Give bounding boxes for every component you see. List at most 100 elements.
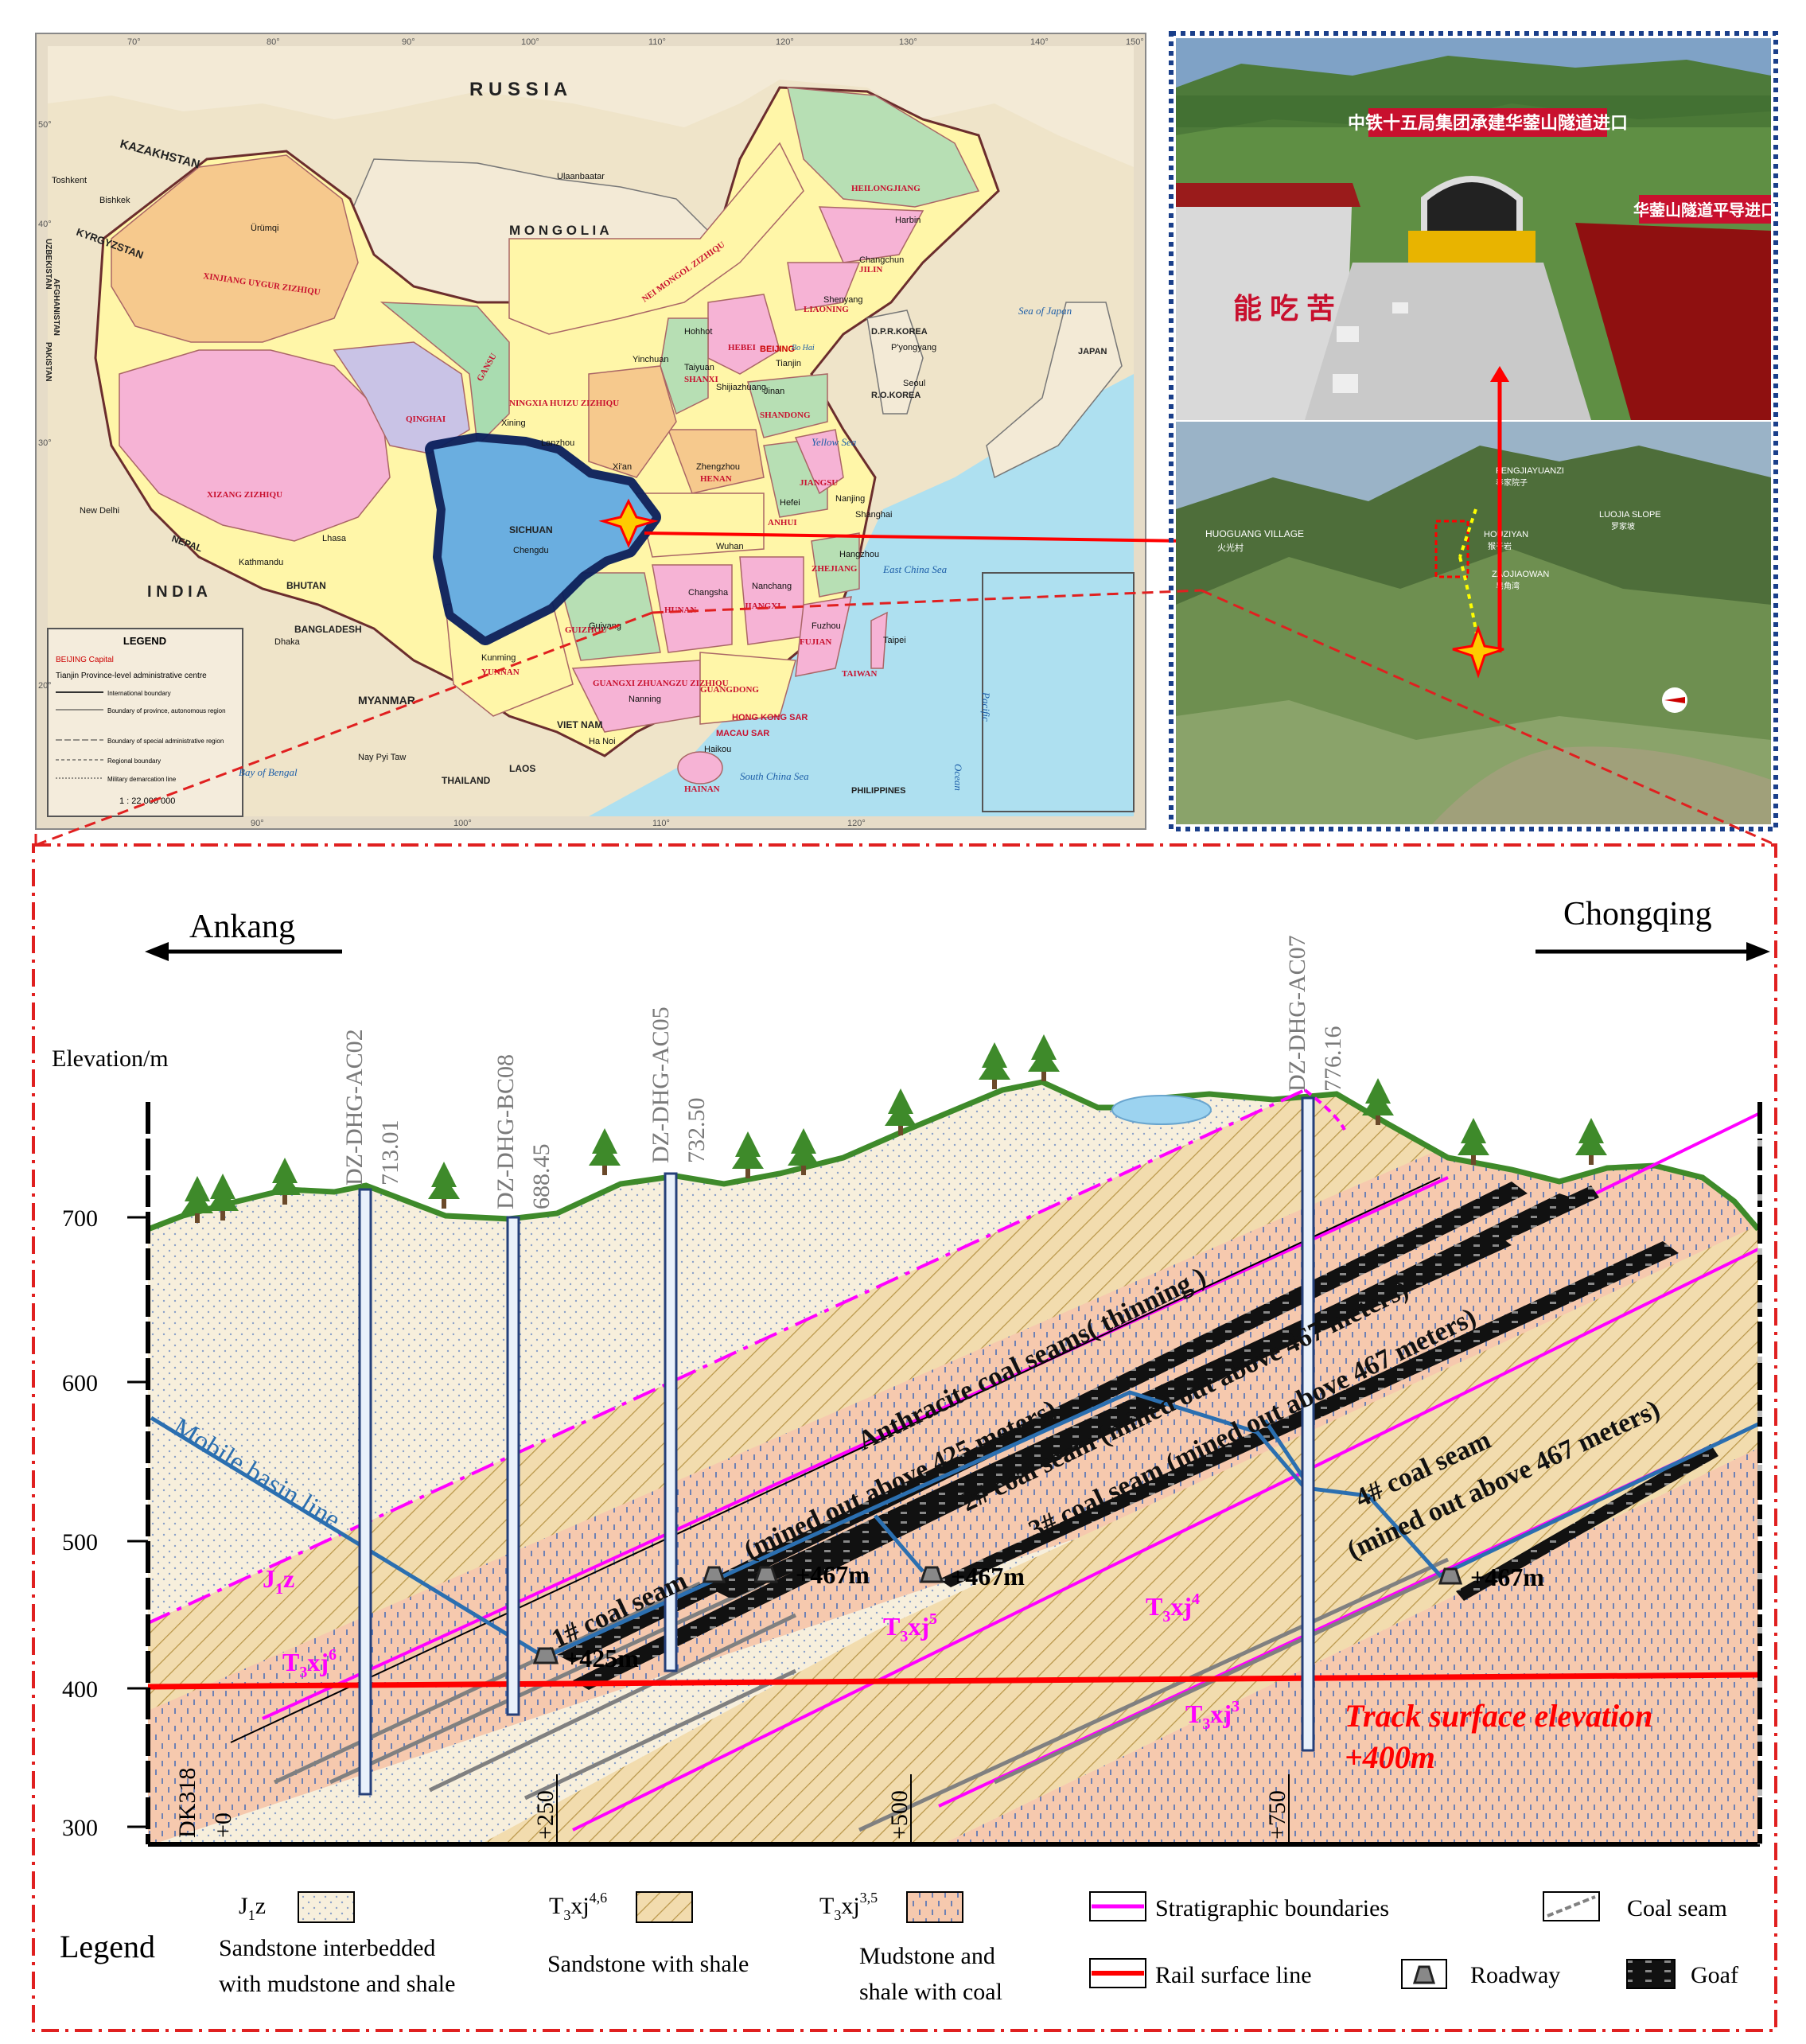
section-legend: Legend J1z Sandstone interbedded with mu… <box>60 1890 1738 2005</box>
heilongjiang-region <box>787 87 980 208</box>
legend-label-roadway: Roadway <box>1470 1962 1560 1988</box>
province-label: SHANXI <box>684 375 718 384</box>
city-label: Jinan <box>764 387 784 396</box>
province-label: ZHEJIANG <box>812 564 858 574</box>
china-map-panel: LEGEND BEIJING Capital Tianjin Province-… <box>35 33 1201 830</box>
tunnel-road <box>1305 263 1591 420</box>
latitude-label: 40° <box>38 220 52 229</box>
roadway-elevation-label: +467m <box>951 1562 1025 1590</box>
aerial-label: FENGJIAYUANZI <box>1496 466 1564 476</box>
tunnel-side-banner-text: 华蓥山隧道平导进口 <box>1633 201 1777 220</box>
tunnel-banner <box>1368 108 1607 137</box>
photo-link-arrow-head-icon <box>1490 366 1509 382</box>
province-label: NINGXIA HUIZU ZIZHIQU <box>509 399 619 408</box>
aerial-label: HOUZIYAN <box>1484 530 1528 539</box>
province-label: GUANGDONG <box>700 685 759 695</box>
roadway-elevation-label: +425m <box>565 1644 639 1672</box>
longitude-label: 90° <box>402 37 415 47</box>
legend-swatch-coal-seam <box>1547 1895 1596 1917</box>
province-label: JIANGXI <box>744 602 780 611</box>
location-arrow <box>644 531 1190 543</box>
tree-icon <box>732 1131 764 1178</box>
sea-label: Pacific <box>980 691 992 722</box>
roadway-icon <box>753 1566 779 1583</box>
jiangxi-region <box>739 556 804 645</box>
guangdong-region <box>699 652 796 725</box>
legend-roadway-icon <box>1412 1965 1436 1984</box>
tree-icon <box>207 1174 239 1221</box>
city-label: Ürümqi <box>251 224 278 233</box>
chainage-labels: DK318 +0 +250 +500 +750 <box>174 1768 1290 1842</box>
city-label: Taipei <box>883 636 906 645</box>
city-label: Tianjin <box>776 359 801 368</box>
xinjiang-region <box>111 154 359 343</box>
longitude-label: 80° <box>267 37 280 47</box>
province-label-sichuan: SICHUAN <box>509 524 553 535</box>
borehole-elevation: 776.16 <box>1320 1026 1346 1092</box>
sea-label: Ocean <box>952 764 964 791</box>
aerial-label: HUOGUANG VILLAGE <box>1205 528 1304 539</box>
shaanxi-region <box>588 365 677 478</box>
tree-icon <box>1362 1078 1394 1125</box>
section-legend-title: Legend <box>60 1929 155 1964</box>
province-label: LIAONING <box>804 305 849 314</box>
russia-region <box>48 46 1134 167</box>
stratum-label-t3xj3: T3xj3 <box>1185 1698 1240 1733</box>
elevation-tick: 500 <box>62 1529 98 1555</box>
hunan-region <box>652 564 733 653</box>
jilin-region <box>818 206 924 263</box>
country-label-pakistan: PAKISTAN <box>44 342 53 382</box>
city-label: Xi'an <box>613 462 632 472</box>
country-label-ro-korea: R.O.KOREA <box>871 391 921 400</box>
country-label-uzbekistan: UZBEKISTAN <box>44 239 53 290</box>
legend-swatch-j1z <box>298 1891 355 1923</box>
goaf-band <box>1456 1444 1718 1601</box>
city-label: Kunming <box>481 653 516 663</box>
sea-label: Bay of Bengal <box>239 766 298 778</box>
longitude-label: 130° <box>899 37 917 47</box>
city-label: Shanghai <box>855 510 893 520</box>
sea-label: Sea of Japan <box>1018 305 1072 317</box>
xizang-region <box>119 349 391 542</box>
city-label: Lhasa <box>322 534 347 543</box>
map-legend-item: Boundary of province, autonomous region <box>107 707 226 714</box>
country-label-mongolia: M O N G O L I A <box>509 223 609 238</box>
borehole-name: DZ-DHG-AC05 <box>648 1006 674 1163</box>
city-label: Hangzhou <box>839 550 879 559</box>
city-label: Kathmandu <box>239 558 283 567</box>
japan-islands <box>986 302 1123 479</box>
map-legend-item: Tianjin Province-level administrative ce… <box>56 672 207 680</box>
track-elevation-label: Track surface elevation <box>1345 1698 1652 1734</box>
city-label: Haikou <box>704 745 731 754</box>
province-label: QINGHAI <box>406 415 446 424</box>
city-label: Wuhan <box>716 542 744 551</box>
tunnel-portal-photo: 中铁十五局集团承建华蓥山隧道进口 华蓥山隧道平导进口 能 吃 苦 <box>1176 38 1777 420</box>
portal-highlight-box <box>1434 520 1469 578</box>
tree-icon <box>979 1042 1010 1089</box>
direction-ankang: Ankang <box>145 909 342 961</box>
pond <box>1111 1095 1212 1125</box>
aerial-label: LUOJIA SLOPE <box>1599 510 1661 520</box>
arrow-left-icon <box>145 942 169 961</box>
city-label-beijing: BEIJING <box>760 345 795 354</box>
aerial-label: 奉家院子 <box>1496 477 1528 488</box>
legend-label-strat: Stratigraphic boundaries <box>1155 1895 1389 1921</box>
province-label: XIZANG ZIZHIQU <box>207 490 282 500</box>
longitude-label: 120° <box>776 37 794 47</box>
country-label-thailand: THAILAND <box>442 775 491 786</box>
legend-swatch-t3xj35 <box>906 1891 963 1923</box>
country-label-russia: R U S S I A <box>469 79 567 100</box>
section-panel-border <box>32 843 1777 2032</box>
country-label-philippines: PHILIPPINES <box>851 786 905 796</box>
elevation-axis-title: Elevation/m <box>52 1045 169 1072</box>
legend-desc-t3xj35: Mudstone and <box>859 1943 995 1969</box>
tree-icon <box>885 1088 917 1135</box>
borehole-name: DZ-DHG-AC07 <box>1284 935 1310 1092</box>
roadway-icon <box>919 1566 944 1583</box>
country-label-bangladesh: BANGLADESH <box>294 624 362 635</box>
sea-label: Bo Hai <box>792 344 815 352</box>
wall-slogan: 能 吃 苦 <box>1233 292 1335 325</box>
longitude-label-bottom: 110° <box>652 819 670 828</box>
country-label-vietnam: VIET NAM <box>557 719 602 730</box>
